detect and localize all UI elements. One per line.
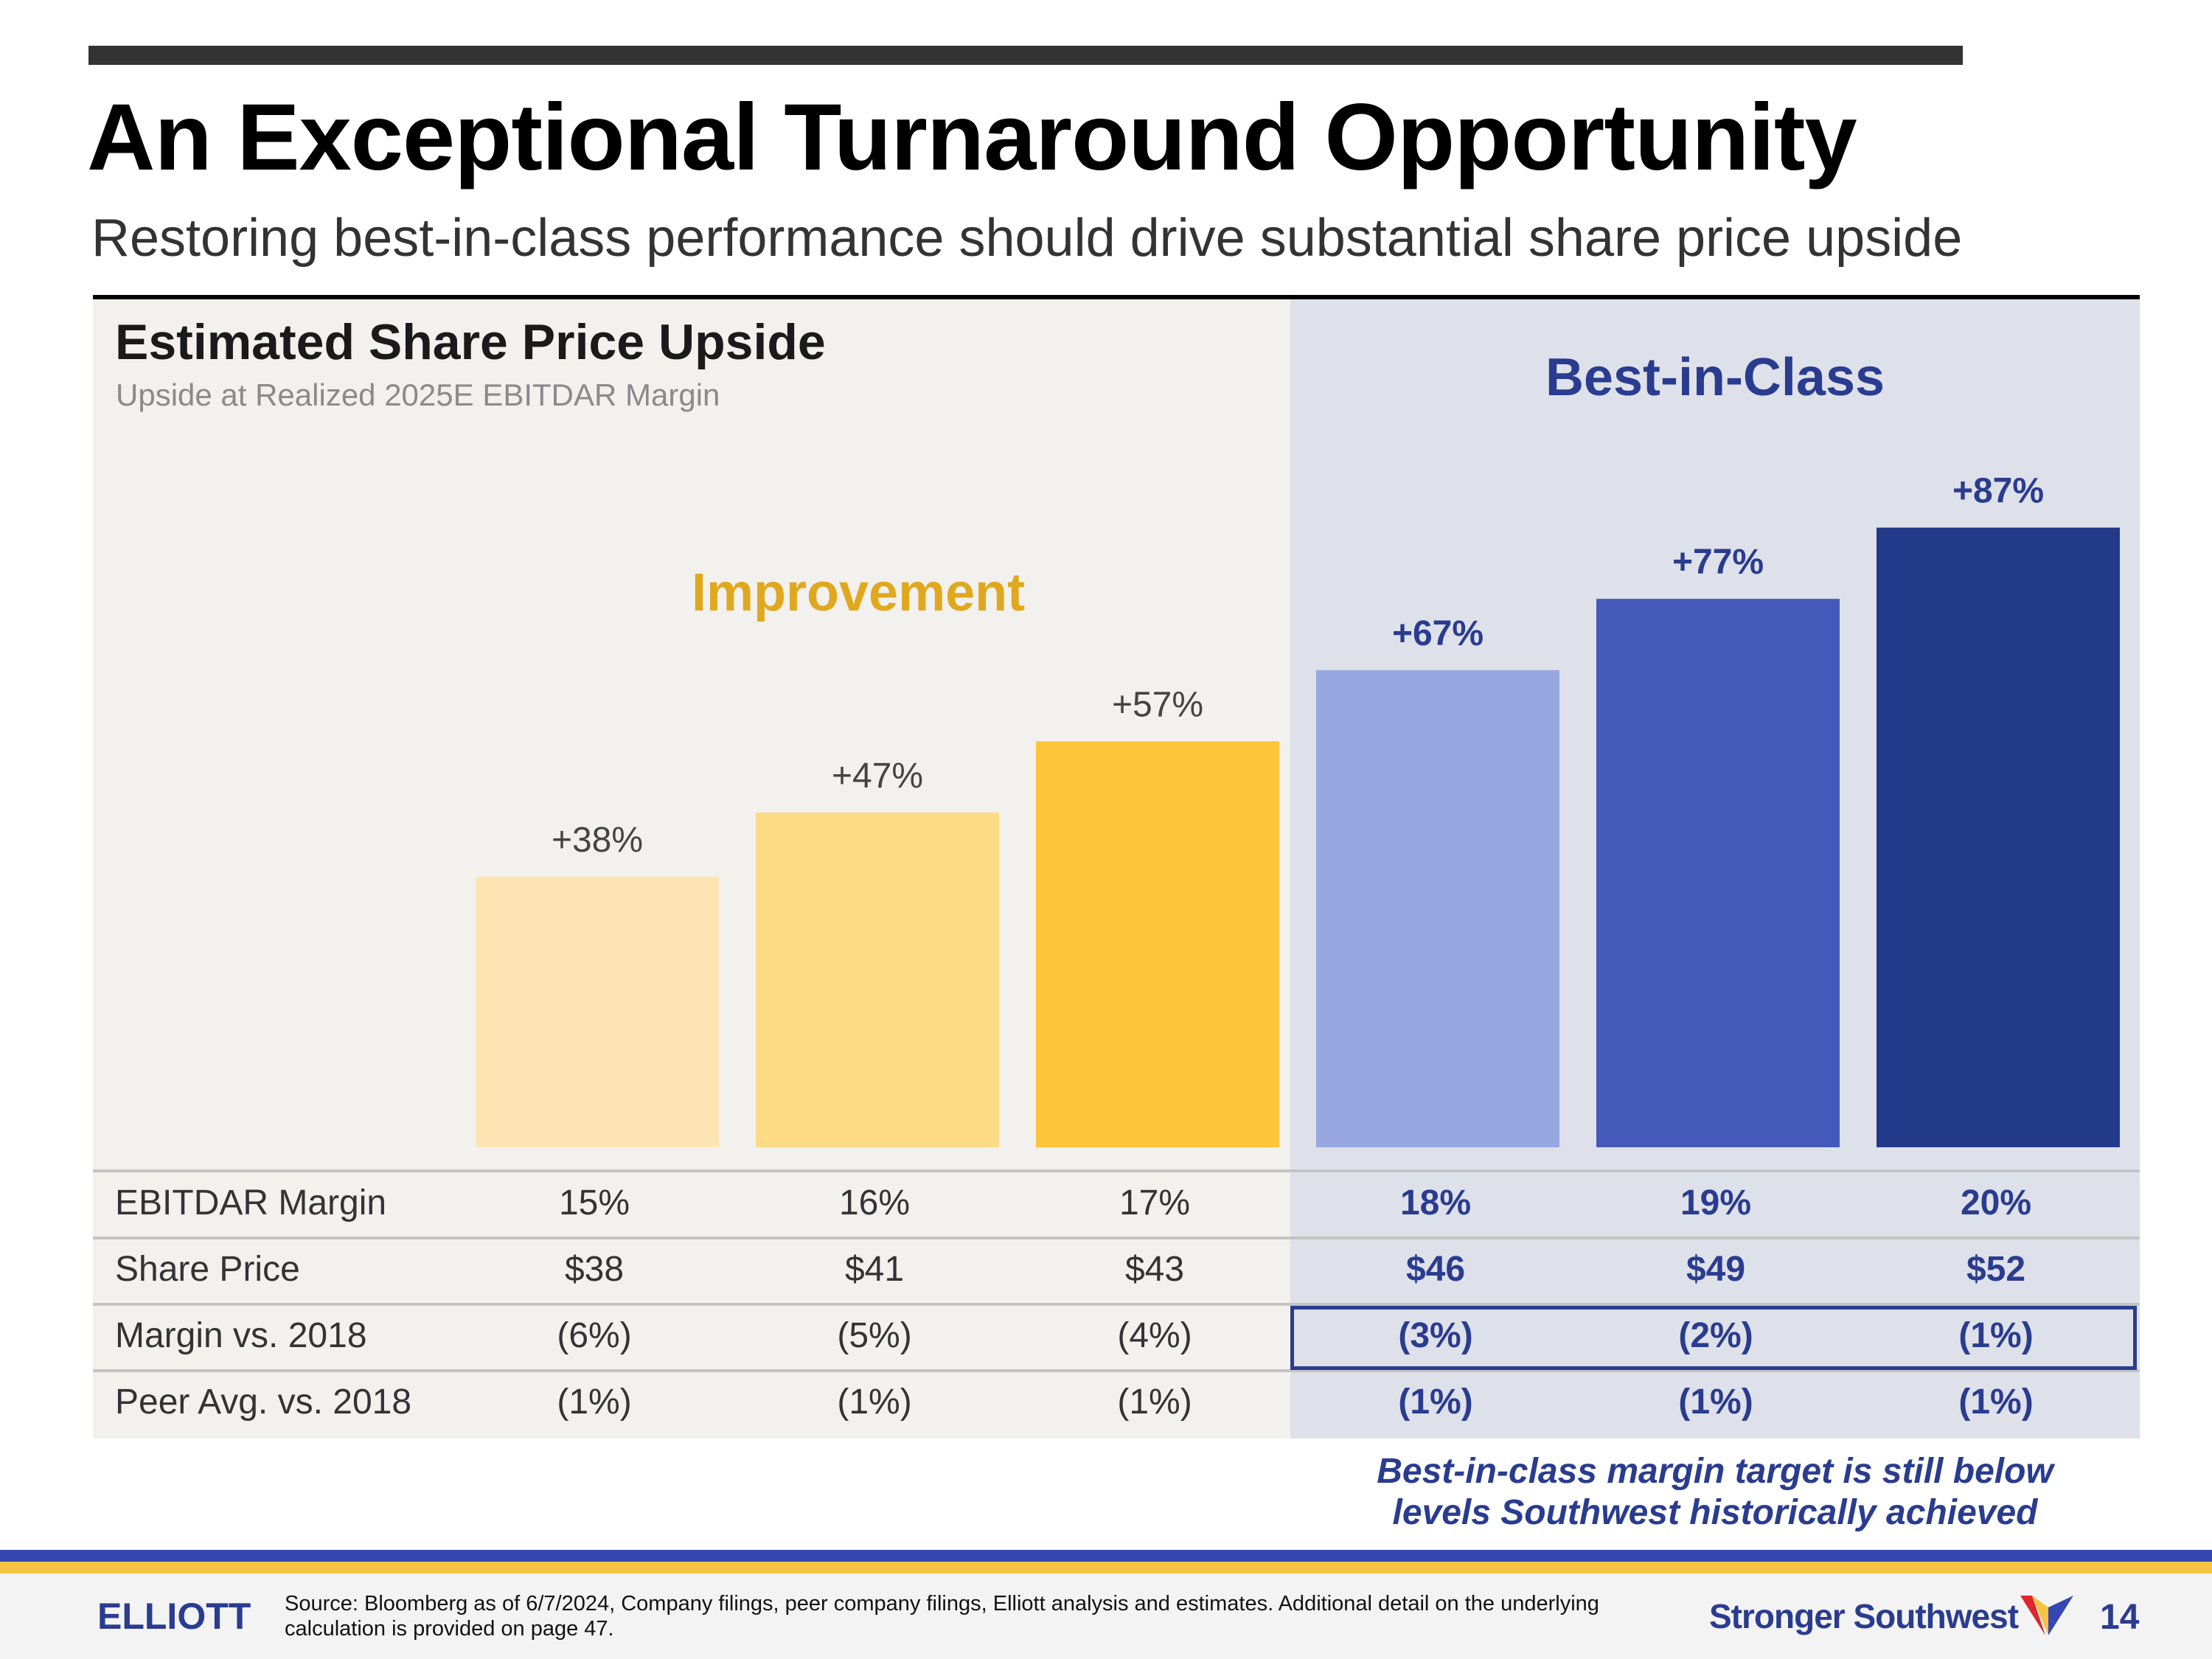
table-cell: 18% <box>1399 1183 1472 1222</box>
table-divider <box>93 1169 2140 1172</box>
southwest-heart-icon <box>2020 1596 2073 1635</box>
table-cell: (1%) <box>1678 1382 1753 1422</box>
table-cell: $43 <box>1124 1250 1185 1289</box>
table-cell: $38 <box>564 1250 625 1289</box>
table-divider <box>93 1237 2140 1239</box>
footer-brand: ELLIOTT <box>97 1596 251 1637</box>
table-cell: $49 <box>1686 1250 1746 1289</box>
bar-17pct <box>1036 741 1279 1147</box>
data-label: +47% <box>832 757 923 796</box>
margin-vs-2018-highlight <box>1290 1306 2137 1370</box>
table-cell: (4%) <box>1117 1316 1192 1355</box>
data-label: +67% <box>1392 614 1484 653</box>
table-cell: (1%) <box>1958 1316 2034 1355</box>
table-cell: (2%) <box>1678 1316 1753 1355</box>
table-cell: 16% <box>838 1183 911 1222</box>
footer-source-note: Source: Bloomberg as of 6/7/2024, Compan… <box>285 1592 1599 1641</box>
page-number: 14 <box>2100 1598 2140 1637</box>
row-label: Margin vs. 2018 <box>115 1316 367 1355</box>
data-label: +87% <box>1952 472 2044 511</box>
callout-line: levels Southwest historically achieved <box>1392 1493 2038 1532</box>
top-rule <box>88 46 1963 65</box>
table-cell: 17% <box>1119 1183 1191 1222</box>
table-row-ebitdar-margin: EBITDAR Margin 15% 16% 17% 18% 19% 20% <box>93 1170 2140 1237</box>
table-cell: (1%) <box>837 1382 912 1422</box>
callout-note: Best-in-class margin target is still bel… <box>1290 1451 2140 1534</box>
callout-line: Best-in-class margin target is still bel… <box>1377 1452 2053 1491</box>
table-row-share-price: Share Price $38 $41 $43 $46 $49 $52 <box>93 1237 2140 1303</box>
chart-title: Estimated Share Price Upside <box>115 314 826 370</box>
improvement-label: Improvement <box>692 563 1026 622</box>
table-row-margin-vs-2018: Margin vs. 2018 (6%) (5%) (4%) (3%) (2%)… <box>93 1303 2140 1369</box>
footer-stripe-gold <box>0 1562 2212 1573</box>
best-in-class-label: Best-in-Class <box>1545 348 1885 407</box>
bar-16pct <box>756 812 999 1147</box>
panel-top-rule <box>93 295 2140 299</box>
row-label: EBITDAR Margin <box>115 1183 387 1222</box>
table-cell: (1%) <box>1958 1382 2034 1422</box>
stronger-southwest-logo: Stronger Southwest <box>1709 1597 2019 1635</box>
table-cell: (5%) <box>837 1316 912 1355</box>
table-cell: (6%) <box>557 1316 632 1355</box>
bar-15pct <box>476 876 719 1147</box>
table-cell: (1%) <box>557 1382 632 1422</box>
table-cell: (1%) <box>1117 1382 1192 1422</box>
data-label: +77% <box>1672 543 1764 582</box>
table-cell: $46 <box>1405 1250 1466 1289</box>
bar-19pct <box>1596 599 1840 1147</box>
bar-18pct <box>1316 669 1559 1147</box>
table-row-peer-avg-vs-2018: Peer Avg. vs. 2018 (1%) (1%) (1%) (1%) (… <box>93 1369 2140 1436</box>
table-cell: (1%) <box>1398 1382 1473 1422</box>
page-title: An Exceptional Turnaround Opportunity <box>87 85 1857 190</box>
table-cell: $41 <box>844 1250 905 1289</box>
chart-subtitle: Upside at Realized 2025E EBITDAR Margin <box>116 378 720 412</box>
table-cell: (3%) <box>1398 1316 1473 1355</box>
table-divider <box>93 1369 2140 1372</box>
footer <box>0 1573 2212 1659</box>
bar-20pct <box>1877 527 2120 1147</box>
table-cell: $52 <box>1966 1250 2026 1289</box>
table-cell: 19% <box>1680 1183 1752 1222</box>
data-label: +57% <box>1112 685 1203 724</box>
footer-stripe-blue <box>0 1550 2212 1562</box>
table-divider <box>93 1303 2140 1306</box>
table-cell: 20% <box>1960 1183 2032 1222</box>
table-cell: 15% <box>558 1183 630 1222</box>
row-label: Share Price <box>115 1250 300 1289</box>
page-subtitle: Restoring best-in-class performance shou… <box>91 209 1963 268</box>
row-label: Peer Avg. vs. 2018 <box>115 1382 412 1422</box>
data-label: +38% <box>552 821 643 860</box>
